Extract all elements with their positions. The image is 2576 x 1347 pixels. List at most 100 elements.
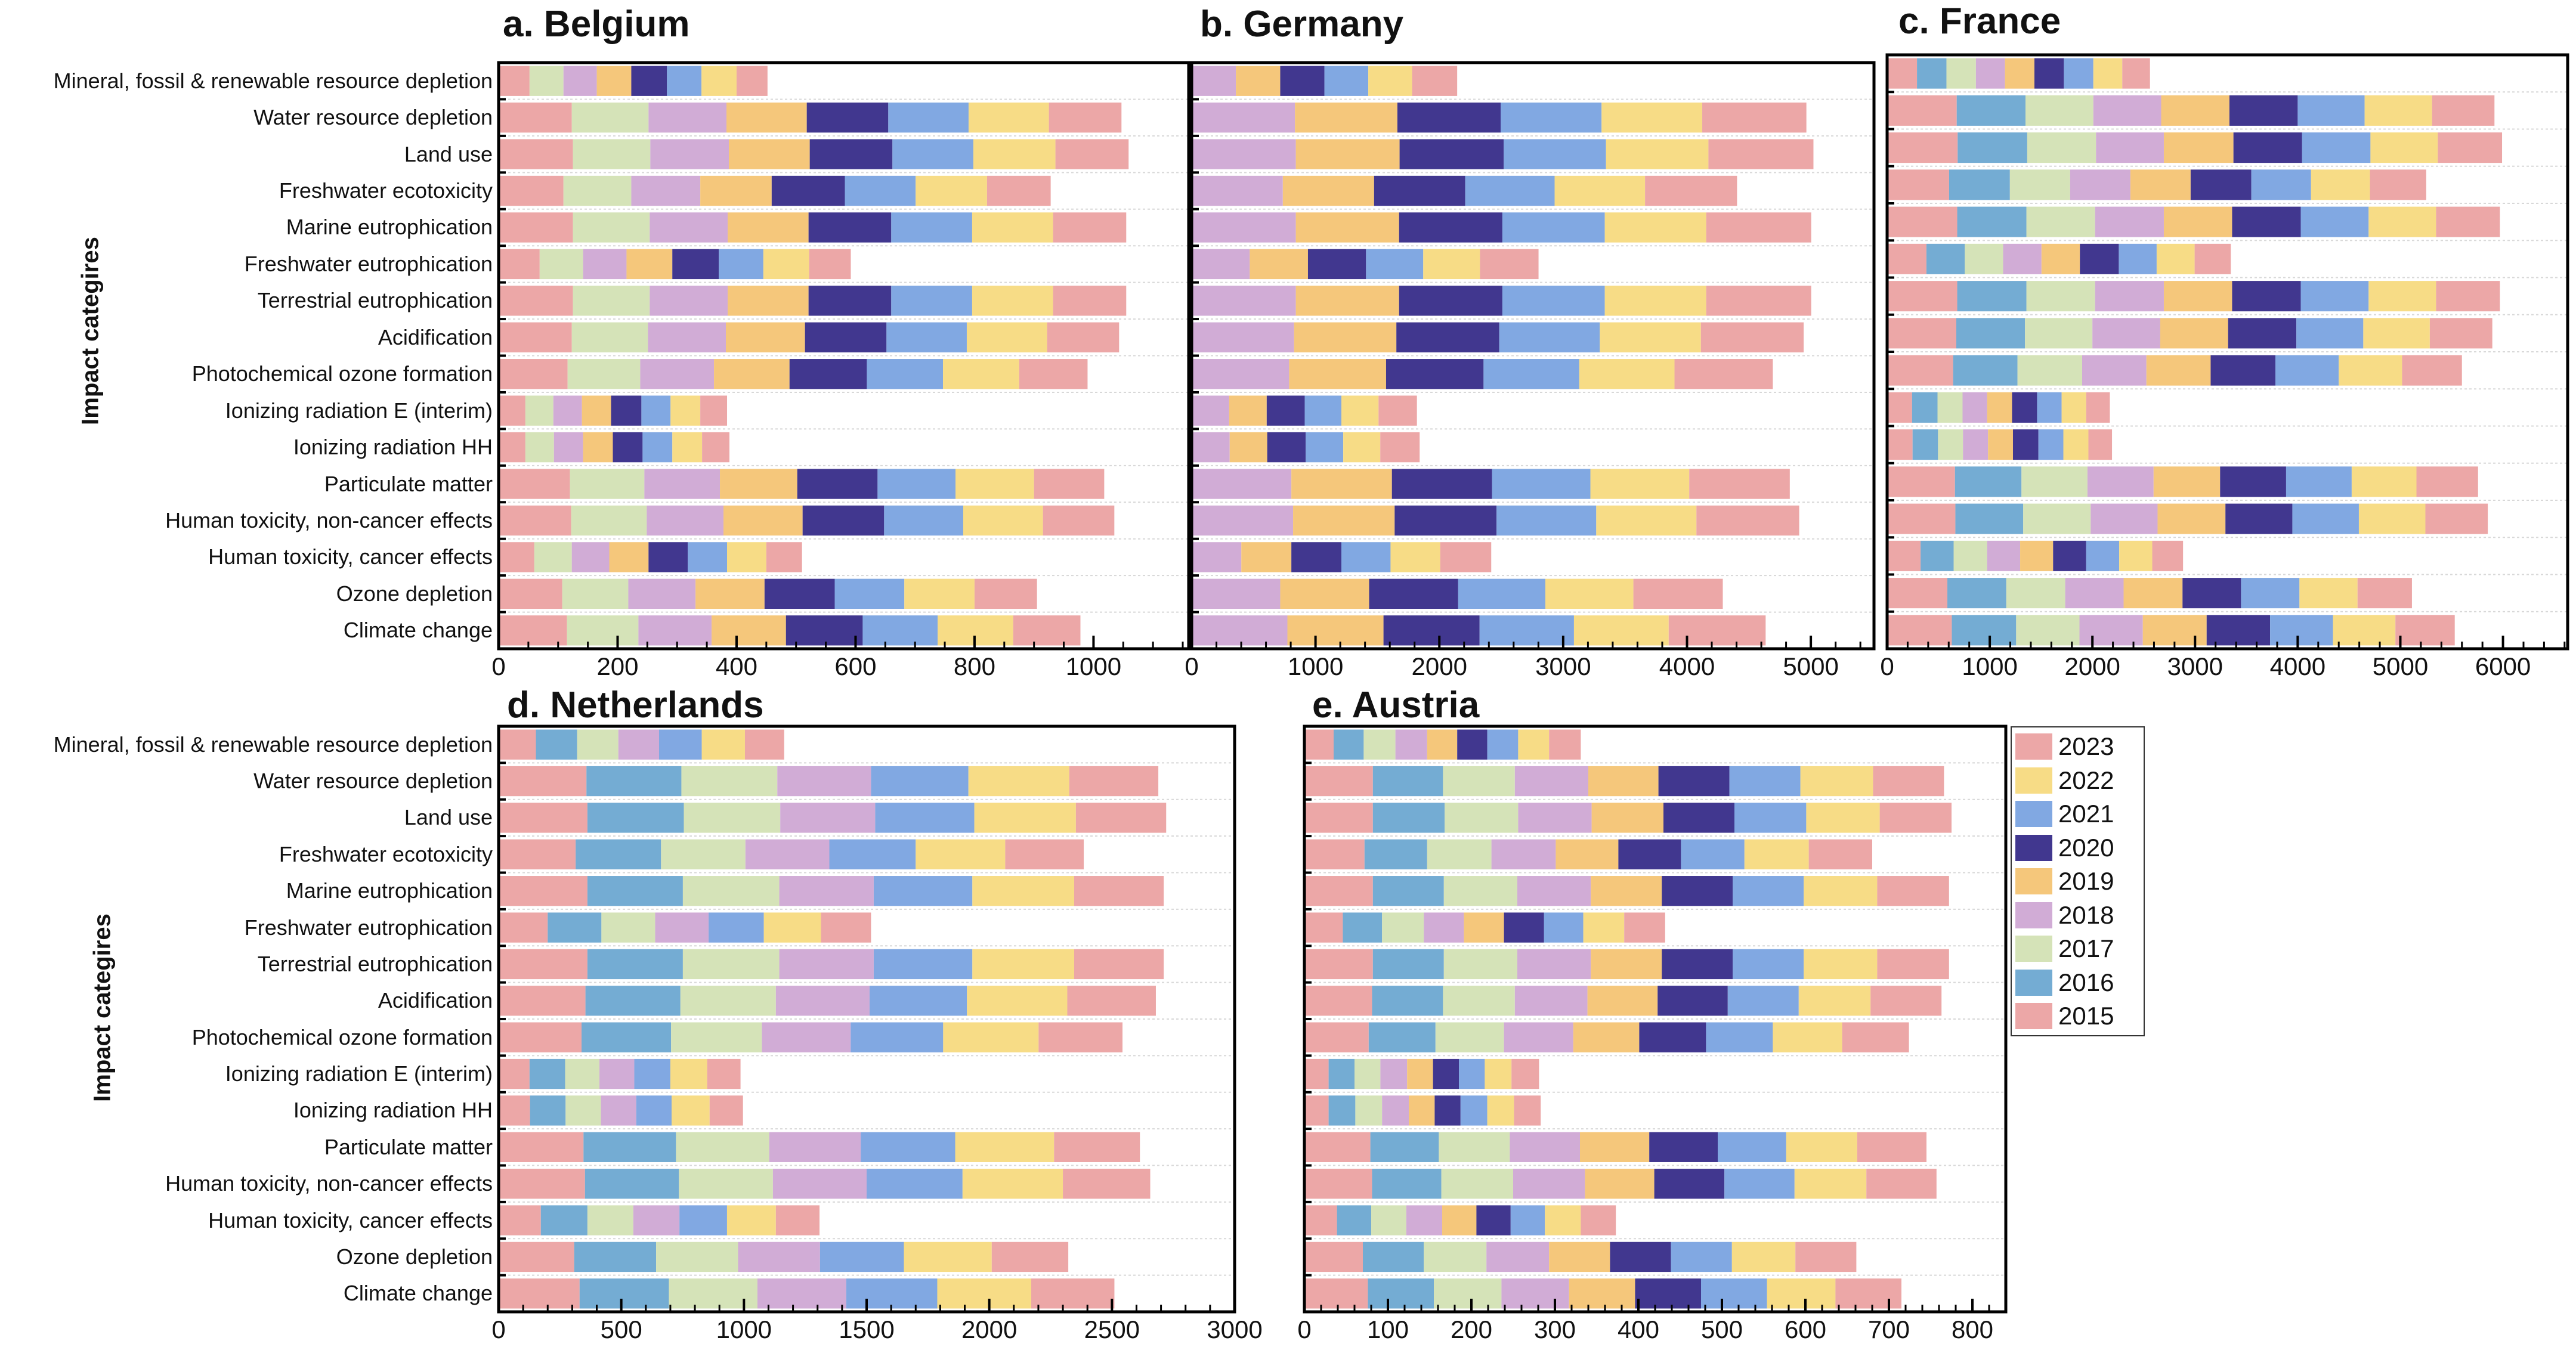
bar-segment-2021: Land use 2021: 826	[1504, 139, 1606, 169]
bar-segment-2022: Ionizing radiation HH 2022: 155	[671, 1095, 710, 1126]
bar-segment-2015: Water resource depletion 2015: 358	[499, 766, 587, 797]
bar-segment-2021: Water resource depletion 2021: 652	[2297, 95, 2365, 126]
x-tick-label: 2000	[961, 1315, 1017, 1343]
bar-segment-2015: Ozone depletion 2015: 107	[499, 578, 562, 609]
category-label: Ionizing radiation E (interim)	[225, 1061, 493, 1086]
bar-segment-2023: Particulate matter 2023: 812	[1689, 469, 1790, 499]
bar-segment-2021: Terrestrial eutrophication 2021: 402	[873, 949, 973, 980]
bar-segment-2022: Water resource depletion 2022: 411	[968, 766, 1069, 797]
bar-segment-2021: Water resource depletion 2021: 397	[871, 766, 969, 797]
bar-segment-2018: Mineral, fossil & renewable resource dep…	[1975, 58, 2005, 89]
bar-segment-2015: Terrestrial eutrophication 2015: 683	[1887, 281, 1957, 312]
x-tick-label: 0	[1185, 652, 1198, 680]
bar-segment-2018: Photochemical ozone formation 2018: 83	[1504, 1022, 1573, 1052]
bar-segment-2020: Acidification 2020: 831	[1396, 322, 1499, 352]
bar-segment-2017: Human toxicity, cancer effects 2017: 42	[1371, 1205, 1406, 1235]
x-tick-label: 3000	[1535, 652, 1591, 680]
bar-segment-2015: Freshwater eutrophication 2015: 69	[499, 249, 540, 280]
bar-segment-2019: Acidification 2019: 826	[1294, 322, 1397, 352]
bar-segment-2015: Freshwater ecotoxicity 2015: 314	[499, 839, 576, 869]
bar-segment-2019: Freshwater ecotoxicity 2019: 75	[1556, 839, 1619, 869]
bar-segment-2018: Photochemical ozone formation 2018: 626	[2082, 355, 2147, 386]
bar-segment-2018: Ionizing radiation E (interim) 2018: 48	[553, 395, 582, 426]
bar-segment-2021: Land use 2021: 666	[2302, 132, 2371, 163]
bar-segment-2020: Land use 2020: 85	[1663, 803, 1734, 833]
bar-segment-2021: Ionizing radiation E (interim) 2021: 239	[2037, 392, 2062, 423]
category-label: Acidification	[378, 324, 493, 349]
bar-segment-2023: Mineral, fossil & renewable resource dep…	[736, 66, 768, 96]
bar-segment-2015: Acidification 2015: 81	[1304, 986, 1372, 1016]
bar-segment-2015: Ionizing radiation E (interim) 2015: 29	[1304, 1058, 1329, 1089]
bar-segment-2015: Photochemical ozone formation 2015: 643	[1887, 355, 1953, 386]
bar-segment-2017: Climate change 2017: 617	[2016, 615, 2080, 646]
bar-segment-2018: Climate change 2018: 617	[2079, 615, 2143, 646]
bar-segment-2023: Acidification 2023: 361	[1067, 986, 1156, 1016]
bar-segment-2022: Climate change 2022: 383	[937, 1278, 1032, 1309]
bar-segment-2021: Photochemical ozone formation 2021: 773	[1483, 359, 1579, 389]
bar-segment-2021: Human toxicity, non-cancer effects 2021:…	[1496, 505, 1597, 536]
bar-segment-2022: Ionizing radiation HH 2022: 244	[2063, 429, 2089, 460]
bar-segment-2023: Acidification 2023: 85	[1870, 986, 1942, 1016]
category-label: Marine eutrophication	[286, 878, 493, 903]
bar-segment-2021: Photochemical ozone formation 2021: 80	[1706, 1022, 1773, 1052]
bar-segment-2016: Photochemical ozone formation 2016: 80	[1368, 1022, 1436, 1052]
bar-segment-2016: Land use 2016: 678	[1957, 132, 2027, 163]
bar-segment-2021: Marine eutrophication 2021: 402	[873, 876, 973, 906]
bar-segment-2018: Ionizing radiation E (interim) 2018: 239	[1962, 392, 1987, 423]
bar-segment-2016: Photochemical ozone formation 2016: 627	[1953, 355, 2018, 386]
bar-segment-2016: Ionizing radiation E (interim) 2016: 248	[1912, 392, 1938, 423]
bar-segment-2022: Ionizing radiation E (interim) 2022: 239	[2061, 392, 2086, 423]
bar-segment-2022: Acidification 2022: 135	[966, 322, 1047, 352]
bar-segment-2019: Mineral, fossil & renewable resource dep…	[1427, 729, 1458, 760]
bar-segment-2018: Water resource depletion 2018: 131	[648, 102, 727, 133]
bar-segment-2015: Marine eutrophication 2015: 683	[1887, 206, 1957, 237]
bar-segment-2019: Human toxicity, non-cancer effects 2019:…	[2157, 503, 2226, 534]
bar-segment-2022: Ozone depletion 2022: 711	[1545, 578, 1634, 609]
bar-segment-2023: Freshwater ecotoxicity 2023: 548	[2370, 169, 2426, 200]
bar-segment-2020: Land use 2020: 139	[809, 139, 893, 169]
bar-segment-2016: Ionizing radiation HH 2016: 145	[530, 1095, 566, 1126]
bar-segment-2020: Particulate matter 2020: 643	[2220, 466, 2286, 497]
bar-segment-2019: Marine eutrophication 2019: 136	[728, 212, 809, 243]
bar-segment-2021: Freshwater eutrophication 2021: 369	[2119, 243, 2157, 274]
bar-segment-2020: Terrestrial eutrophication 2020: 834	[1399, 286, 1502, 316]
bar-segment-2016: Climate change 2016: 79	[1368, 1278, 1434, 1309]
bar-segment-2015: Terrestrial eutrophication 2015: 125	[499, 286, 573, 316]
bar-segment-2019: Climate change 2019: 125	[712, 615, 786, 646]
x-tick-label: 0	[1880, 652, 1894, 680]
bar-segment-2016: Human toxicity, non-cancer effects 2016:…	[1372, 1169, 1442, 1199]
bar-segment-2017: Freshwater eutrophication 2017: 73	[539, 249, 583, 280]
bar-segment-2019: Water resource depletion 2019: 665	[2161, 95, 2229, 126]
bar-segment-2015: Ionizing radiation HH 2015: 45	[499, 432, 525, 463]
bar-segment-2015: Climate change 2015: 630	[1887, 615, 1952, 646]
bar-segment-2023: Marine eutrophication 2023: 848	[1706, 212, 1811, 243]
bar-segment-2017: Particulate matter 2017: 380	[676, 1132, 769, 1162]
bar-segment-2022: Water resource depletion 2022: 813	[1601, 102, 1703, 133]
bar-segment-2017: Acidification 2017: 128	[571, 322, 648, 352]
category-label: Freshwater eutrophication	[244, 915, 493, 940]
category-label: Terrestrial eutrophication	[257, 951, 493, 976]
bar-segment-2023: Marine eutrophication 2023: 622	[2436, 206, 2500, 237]
bar-segment-2022: Ionizing radiation HH 2022: 299	[1343, 432, 1381, 463]
bar-segment-2016: Acidification 2016: 387	[585, 986, 681, 1016]
bar-segment-2021: Human toxicity, cancer effects 2021: 397	[1341, 542, 1391, 572]
bar-segment-2022: Land use 2022: 138	[973, 139, 1056, 169]
bar-segment-2019: Human toxicity, cancer effects 2019: 321	[2020, 540, 2054, 571]
bar-segment-2020: Water resource depletion 2020: 665	[2229, 95, 2298, 126]
bar-segment-2022: Climate change 2022: 82	[1767, 1278, 1836, 1309]
bar-segment-2020: Climate change 2020: 618	[2206, 615, 2271, 646]
bar-segment-2016: Marine eutrophication 2016: 674	[1957, 206, 2027, 237]
bar-segment-2020: Acidification 2020: 84	[1657, 986, 1728, 1016]
bar-segment-2019: Freshwater ecotoxicity 2019: 587	[2130, 169, 2191, 200]
bar-segment-2017: Ionizing radiation E (interim) 2017: 244	[1937, 392, 1963, 423]
legend-swatch	[2015, 969, 2052, 996]
bar-segment-2018: Freshwater ecotoxicity 2018: 77	[1491, 839, 1556, 869]
bar-segment-2019: Ionizing radiation HH 2019: 243	[1988, 429, 2013, 460]
bar-segment-2022: Freshwater ecotoxicity 2022: 730	[1554, 175, 1646, 206]
bar-segment-2023: Freshwater eutrophication 2023: 70	[809, 249, 851, 280]
x-tick-label: 6000	[2475, 652, 2531, 680]
bar-segment-2017: Freshwater eutrophication 2017: 219	[601, 912, 655, 943]
bar-segment-2016: Particulate matter 2016: 377	[583, 1132, 676, 1162]
bar-segment-2021: Freshwater ecotoxicity 2021: 76	[1681, 839, 1745, 869]
bar-segment-2022: Mineral, fossil & renewable resource dep…	[1368, 66, 1412, 96]
